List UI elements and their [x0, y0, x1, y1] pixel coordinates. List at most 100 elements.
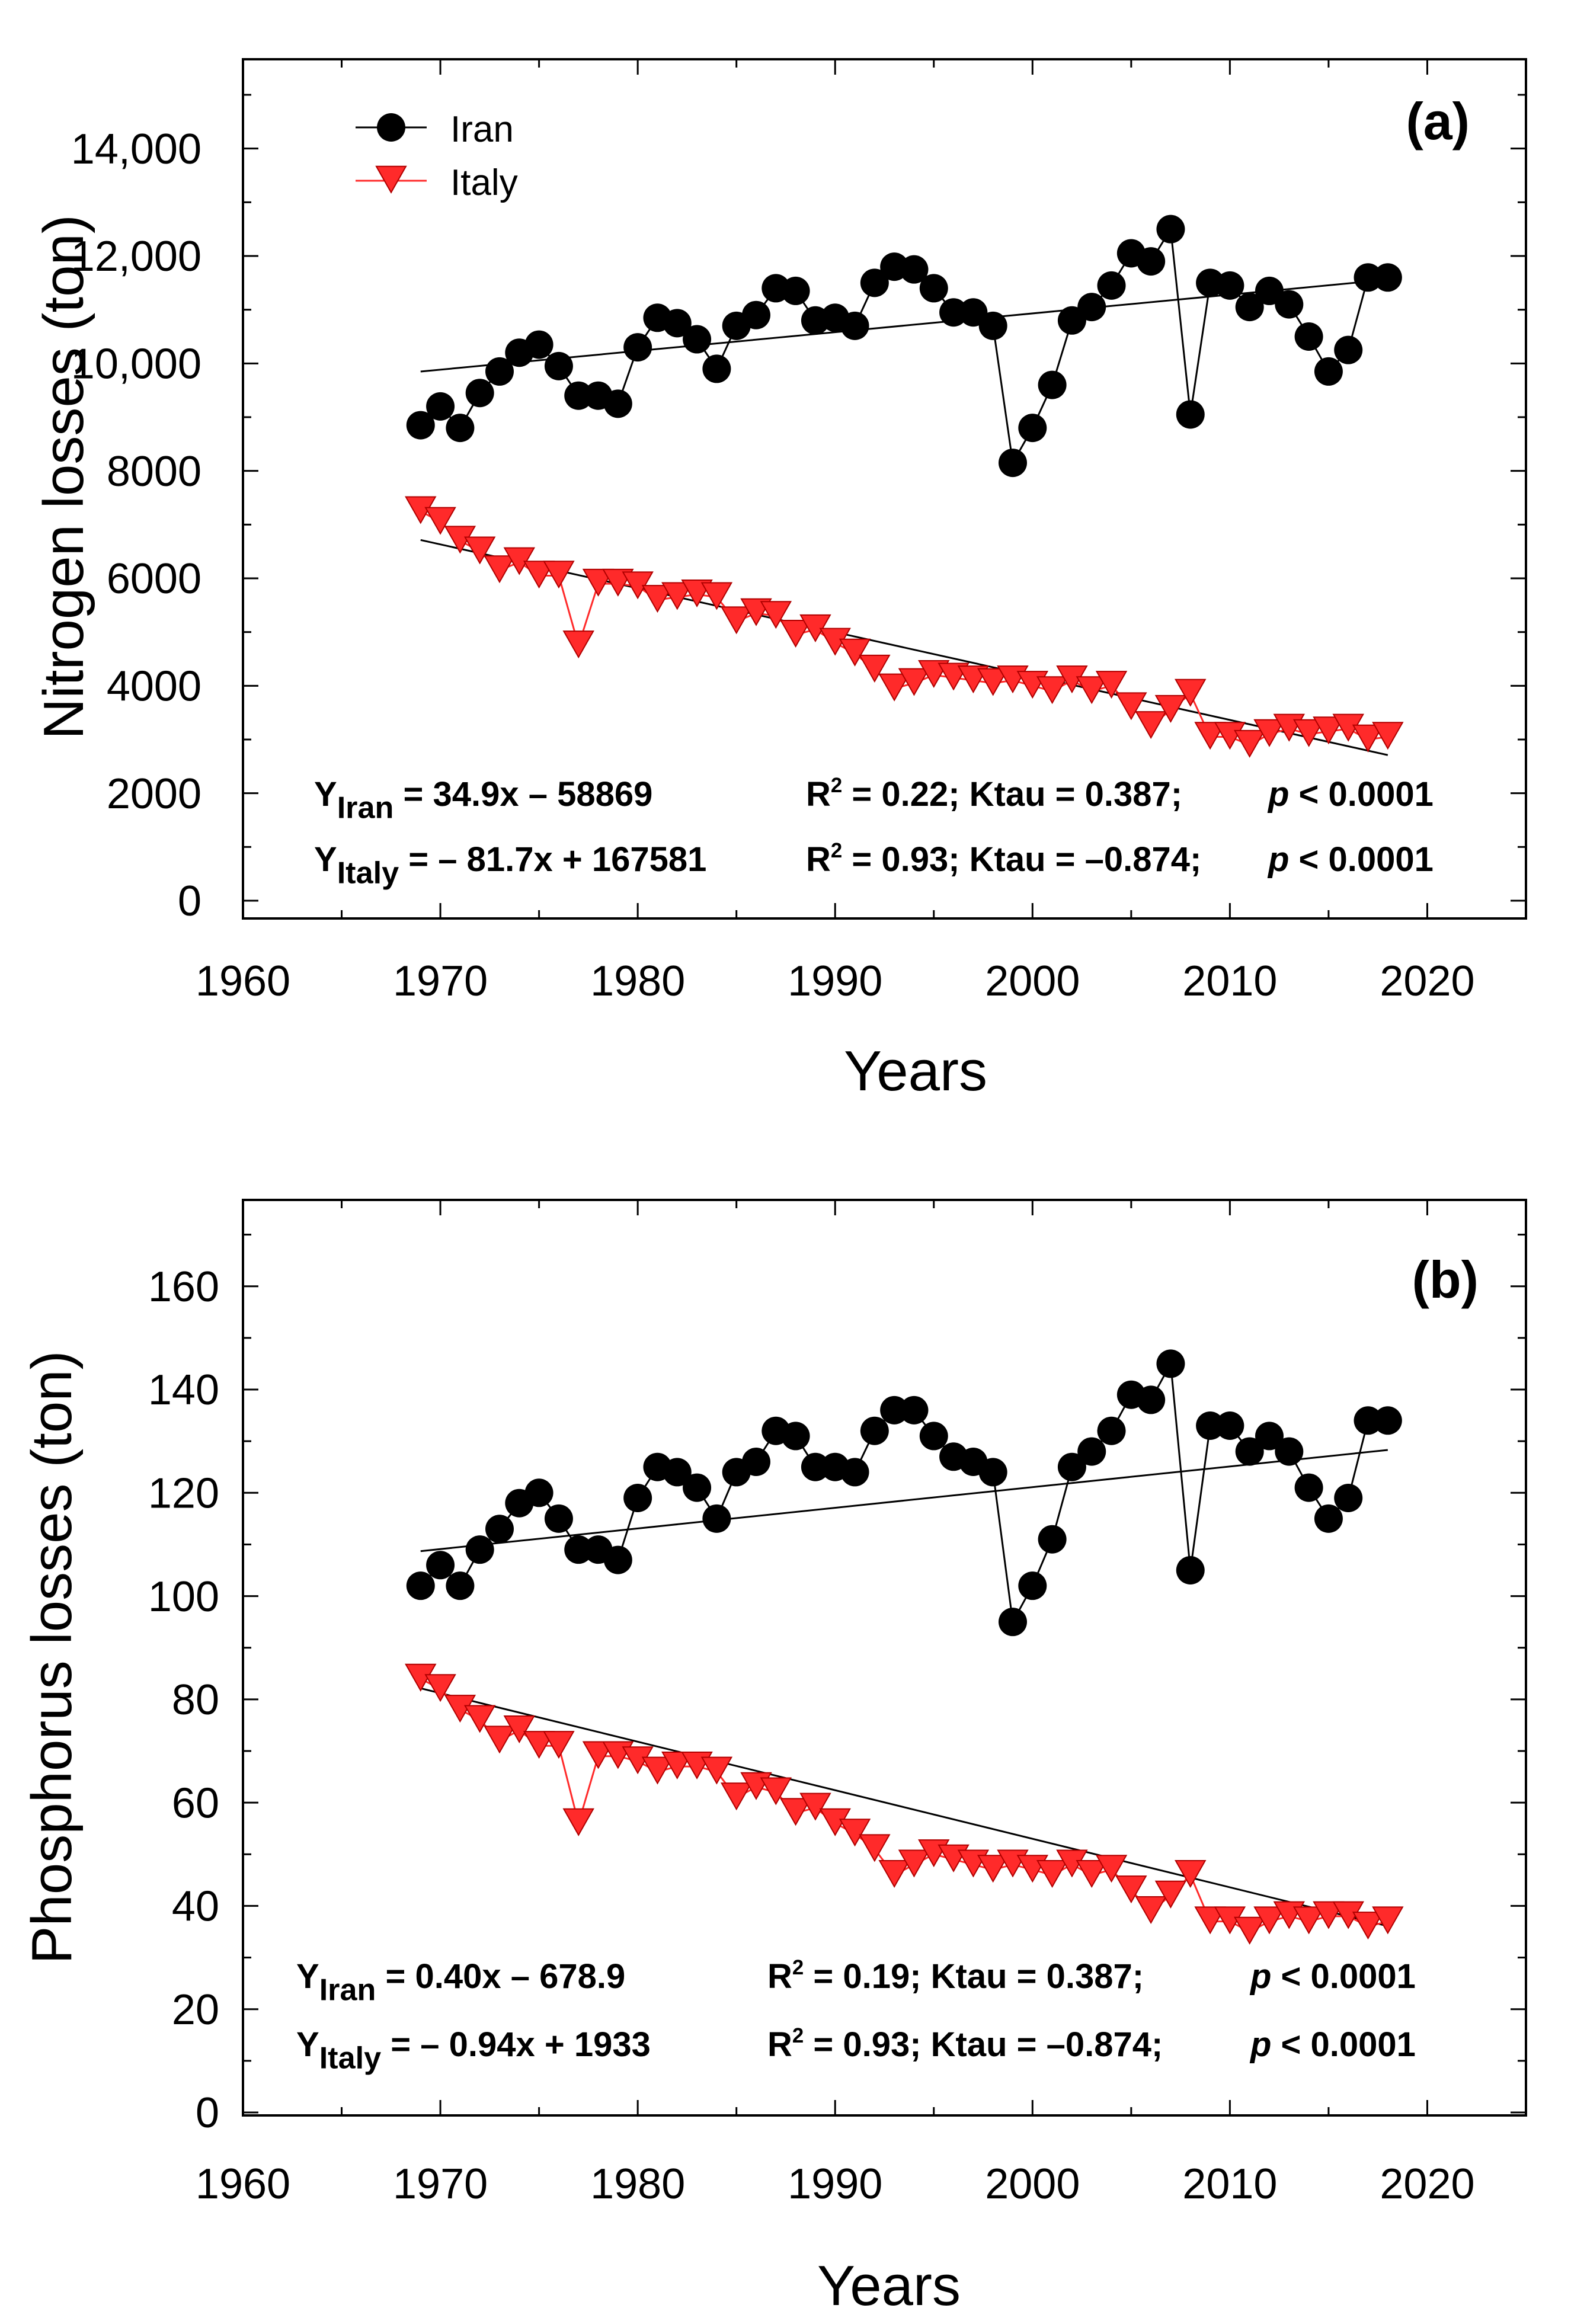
data-point-iran — [1215, 1411, 1244, 1440]
data-point-iran — [1137, 247, 1166, 276]
data-point-italy — [720, 1782, 753, 1811]
x-tick-label: 2010 — [1182, 2160, 1277, 2208]
y-tick-label: 140 — [148, 1366, 219, 1414]
y-tick-label: 120 — [148, 1470, 219, 1517]
data-point-iran — [919, 1422, 948, 1451]
data-point-iran — [1314, 1504, 1343, 1533]
data-point-iran — [1314, 357, 1343, 386]
x-tick-label: 1980 — [590, 2160, 685, 2208]
data-point-italy — [1036, 676, 1068, 705]
data-point-iran — [564, 381, 593, 410]
regression-equation-italy: YItaly = – 81.7x + 167581 — [314, 840, 706, 890]
data-point-italy — [641, 585, 674, 613]
data-point-iran — [840, 311, 869, 340]
data-point-iran — [1215, 271, 1244, 300]
data-point-iran — [978, 1458, 1007, 1487]
data-point-iran — [465, 1535, 494, 1564]
regression-stats-iran: R2 = 0.22; Ktau = 0.387; — [806, 774, 1182, 814]
data-point-iran — [702, 354, 731, 383]
data-point-iran — [1097, 271, 1126, 300]
data-point-italy — [878, 1859, 910, 1888]
data-point-italy — [543, 561, 575, 589]
data-point-iran — [426, 1551, 455, 1580]
data-point-iran — [1354, 1406, 1383, 1435]
regression-stats-italy: R2 = 0.93; Ktau = –0.874; — [767, 2024, 1163, 2064]
data-point-italy — [799, 1792, 831, 1821]
data-point-iran — [663, 1458, 692, 1487]
data-point-iran — [683, 325, 712, 354]
data-point-italy — [484, 1726, 516, 1754]
y-tick-label: 60 — [172, 1779, 219, 1827]
data-point-italy — [1154, 694, 1187, 723]
data-point-italy — [463, 1705, 496, 1733]
data-point-italy — [1076, 1859, 1108, 1888]
data-point-italy — [898, 1849, 930, 1878]
data-point-iran — [1255, 1422, 1284, 1451]
data-point-iran — [1077, 1437, 1106, 1466]
data-point-iran — [544, 351, 573, 380]
data-point-iran — [603, 389, 632, 418]
y-tick-label: 0 — [178, 878, 201, 925]
data-point-iran — [939, 298, 968, 327]
data-point-iran — [1018, 1571, 1047, 1600]
x-tick-label: 1980 — [590, 958, 685, 1005]
regression-equation-iran: YIran = 34.9x – 58869 — [314, 775, 652, 825]
data-point-italy — [1313, 1901, 1345, 1929]
data-point-iran — [1373, 263, 1402, 292]
data-point-iran — [1196, 1411, 1225, 1440]
data-point-italy — [1233, 729, 1266, 758]
y-tick-label: 8000 — [107, 448, 201, 495]
legend-marker-iran — [377, 113, 405, 142]
data-point-iran — [1275, 1437, 1304, 1466]
data-point-italy — [661, 582, 693, 610]
x-tick-label: 1960 — [196, 958, 290, 1005]
data-point-iran — [742, 1448, 770, 1476]
data-point-iran — [406, 1571, 435, 1600]
data-point-italy — [1115, 692, 1147, 721]
data-point-italy — [424, 507, 456, 535]
data-point-iran — [406, 411, 435, 440]
data-point-italy — [1253, 1906, 1285, 1935]
data-point-italy — [463, 536, 496, 565]
trend-line-italy — [420, 539, 1388, 756]
y-tick-label: 4000 — [107, 663, 201, 710]
data-point-iran — [623, 1484, 652, 1512]
data-point-italy — [641, 1756, 674, 1785]
data-point-iran — [663, 309, 692, 338]
data-point-italy — [1372, 722, 1404, 750]
data-point-italy — [700, 582, 733, 610]
data-point-iran — [1077, 293, 1106, 322]
x-tick-label: 2020 — [1380, 958, 1474, 1005]
data-point-italy — [1154, 1880, 1187, 1909]
y-tick-label: 80 — [172, 1676, 219, 1724]
data-point-iran — [1373, 1406, 1402, 1435]
data-point-iran — [465, 379, 494, 408]
data-point-iran — [1156, 215, 1185, 244]
x-tick-label: 1990 — [788, 2160, 882, 2208]
data-point-italy — [523, 1731, 555, 1759]
y-tick-label: 100 — [148, 1573, 219, 1621]
data-point-iran — [524, 1478, 553, 1507]
data-point-italy — [484, 555, 516, 584]
data-point-iran — [1057, 1452, 1086, 1481]
data-point-iran — [1294, 322, 1323, 351]
data-point-iran — [999, 449, 1027, 478]
data-point-italy — [760, 601, 792, 629]
y-tick-label: 12,000 — [71, 233, 201, 280]
data-point-italy — [1352, 724, 1384, 753]
y-tick-label: 14,000 — [71, 126, 201, 173]
data-point-iran — [446, 414, 475, 443]
data-point-iran — [1334, 335, 1363, 364]
y-tick-label: 6000 — [107, 555, 201, 603]
data-point-italy — [562, 630, 594, 659]
regression-equation-italy: YItaly = – 0.94x + 1933 — [296, 2025, 651, 2075]
data-point-iran — [603, 1545, 632, 1574]
data-point-iran — [1235, 1437, 1264, 1466]
data-point-iran — [702, 1504, 731, 1533]
data-point-iran — [1275, 290, 1304, 319]
data-point-italy — [1095, 671, 1128, 699]
y-tick-label: 0 — [196, 2089, 219, 2137]
data-point-iran — [446, 1571, 475, 1600]
trend-line-iran — [420, 1449, 1388, 1552]
